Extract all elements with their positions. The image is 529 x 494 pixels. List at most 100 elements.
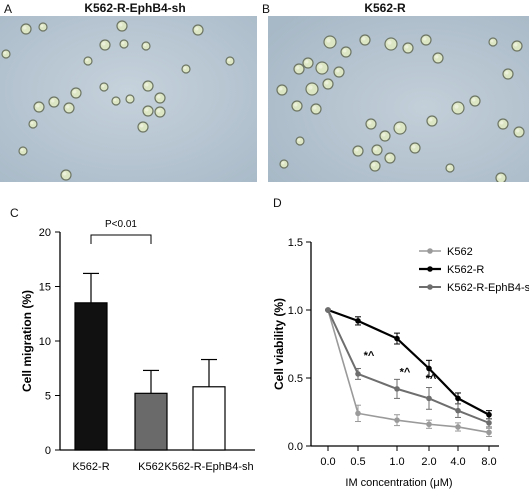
data-point	[486, 429, 492, 436]
micro-a-cell	[28, 119, 38, 129]
micro-a-cell-highlight	[63, 172, 67, 176]
micro-a-cell	[99, 39, 111, 51]
data-point	[486, 420, 492, 426]
significance-label: P<0.01	[105, 219, 137, 230]
micro-b-cell-highlight	[429, 118, 433, 122]
micro-b-cell-highlight	[308, 85, 313, 90]
micro-a-cell	[1, 49, 11, 59]
micro-a-cell	[181, 64, 191, 74]
micro-a-cell-highlight	[145, 108, 149, 112]
y-tick-label: 20	[39, 227, 51, 239]
micro-b-cell	[369, 160, 381, 172]
micro-b-cell-highlight	[374, 147, 378, 151]
micro-a-cell-highlight	[40, 24, 44, 28]
significance-bracket	[90, 234, 152, 244]
category-label: K562	[138, 461, 164, 473]
significance-marker: *^	[400, 366, 411, 378]
micro-b-cell-highlight	[279, 87, 283, 91]
data-point	[394, 386, 400, 392]
data-point	[355, 410, 361, 417]
micro-b-cell-highlight	[396, 124, 401, 129]
micro-a-cell-highlight	[66, 105, 70, 109]
micro-b-cell-highlight	[498, 175, 502, 179]
micro-a-cell	[142, 80, 154, 92]
series-line-k562-r	[327, 308, 490, 416]
micrograph-a-title: K562-R-EphB4-sh	[84, 1, 186, 15]
micro-b-cell	[323, 35, 337, 49]
migration-bar-chart: 0 5 10 15 20 Cell migration (%) K562-R K562 K562…	[20, 219, 255, 473]
micro-b-cell	[371, 144, 383, 156]
micro-b-cell-highlight	[294, 103, 298, 107]
x-tick-label: 0.5	[350, 456, 365, 468]
data-point	[426, 365, 432, 372]
micro-b-cell-highlight	[281, 161, 285, 165]
bar	[74, 302, 108, 451]
micro-a-cell-highlight	[119, 23, 123, 27]
micro-b-cell-highlight	[423, 37, 427, 41]
y-tick-label: 0.0	[288, 441, 303, 453]
data-point	[455, 407, 461, 414]
x-tick-label: 1.0	[389, 456, 404, 468]
micro-a-cell-highlight	[101, 84, 105, 88]
data-point	[355, 318, 361, 324]
micro-a-cell-highlight	[183, 66, 187, 70]
micro-a-cell-highlight	[143, 43, 147, 47]
micro-a-cell	[142, 105, 154, 117]
legend-label: K562	[447, 246, 473, 258]
micro-a-cell-highlight	[20, 148, 24, 152]
micro-b-cell	[409, 142, 421, 154]
micro-b-cell	[445, 163, 455, 173]
micro-b-cell-highlight	[387, 40, 392, 45]
micro-a-cell	[48, 96, 60, 108]
micro-a-cell	[99, 82, 109, 92]
micro-a-cell-highlight	[30, 121, 34, 125]
micro-b-cell-highlight	[318, 64, 323, 69]
micro-b-cell-highlight	[368, 121, 372, 125]
micrograph-b-title: K562-R	[364, 1, 406, 15]
micro-b-cell	[365, 118, 377, 130]
data-point	[394, 335, 400, 342]
y-tick-label: 10	[39, 336, 51, 348]
micro-a-cell-highlight	[145, 83, 149, 87]
micro-b-cell	[502, 68, 514, 80]
x-tick-label: 0.0	[320, 456, 335, 468]
micro-b-cell-highlight	[372, 163, 376, 167]
panel-c-letter: C	[10, 206, 19, 220]
data-point	[394, 417, 400, 423]
micro-b-cell-highlight	[336, 69, 340, 73]
micro-b-cell-highlight	[514, 43, 518, 47]
y-axis-label: Cell migration (%)	[20, 290, 34, 392]
micro-b-cell-highlight	[490, 39, 494, 43]
micro-b-cell-highlight	[500, 121, 504, 125]
viability-line-chart: 0.0 0.5 1.0 1.5 0.0 0.5 1.0 2.0 4.0 8.0 IM concent…	[272, 237, 529, 489]
legend-marker	[427, 284, 433, 290]
panel-a-letter: A	[4, 2, 13, 16]
micro-b-cell	[384, 152, 396, 164]
micro-b-cell-highlight	[325, 81, 329, 85]
micro-a-cell-highlight	[195, 27, 199, 31]
micro-a-cell	[18, 146, 28, 156]
micro-b-cell	[393, 121, 407, 135]
micro-a-cell-highlight	[102, 42, 106, 46]
data-point	[325, 307, 331, 313]
micro-b-cell-highlight	[382, 133, 386, 137]
micro-a-cell	[70, 87, 82, 99]
micro-b-cell	[511, 40, 523, 52]
micro-b-cell-highlight	[296, 66, 300, 70]
micro-b-cell-highlight	[505, 71, 509, 75]
micro-a-cell-highlight	[127, 96, 131, 100]
micro-a-cell	[125, 94, 135, 104]
y-axis-label: Cell viability (%)	[272, 298, 286, 390]
micro-b-cell	[322, 78, 334, 90]
micro-b-cell-highlight	[326, 38, 331, 43]
micro-b-cell	[384, 37, 398, 51]
micro-a-cell-highlight	[157, 109, 161, 113]
micro-b-cell-highlight	[516, 129, 520, 133]
micro-a-cell-highlight	[3, 51, 7, 55]
y-tick-label: 15	[39, 282, 51, 294]
y-tick-label: 0	[45, 445, 51, 457]
y-tick-label: 1.0	[288, 305, 303, 317]
micro-a-cell-highlight	[227, 58, 231, 62]
legend-label: K562-R-EphB4-sh	[447, 282, 529, 294]
y-tick-label: 0.5	[288, 373, 303, 385]
